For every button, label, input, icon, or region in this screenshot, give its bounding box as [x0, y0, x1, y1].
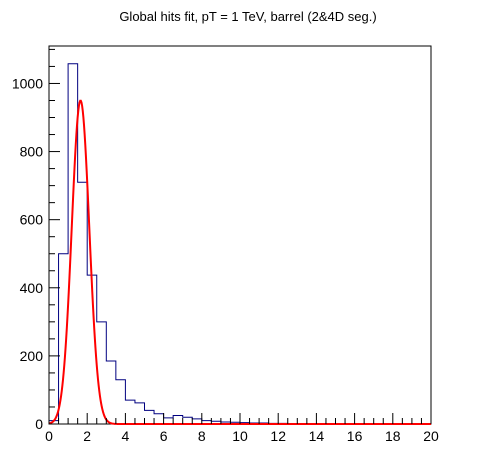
- x-tick-label: 4: [122, 428, 130, 444]
- histogram-bin: [154, 414, 164, 424]
- histogram-bin: [135, 403, 145, 424]
- x-tick-label: 18: [385, 428, 401, 444]
- histogram-bin: [116, 380, 126, 424]
- y-tick-label: 400: [20, 280, 44, 296]
- y-tick-label: 800: [20, 144, 44, 160]
- y-tick-label: 200: [20, 348, 44, 364]
- histogram-bin: [68, 64, 78, 424]
- histogram-bin: [106, 361, 116, 424]
- histogram-bin: [125, 400, 135, 424]
- plot-frame: [48, 45, 432, 425]
- x-tick-label: 14: [309, 428, 325, 444]
- x-tick-label: 8: [198, 428, 206, 444]
- fit-curve: [48, 99, 431, 425]
- y-tick-label: 0: [35, 416, 43, 432]
- x-tick-label: 16: [347, 428, 363, 444]
- histogram-bin: [173, 415, 183, 424]
- x-tick-label: 0: [45, 428, 53, 444]
- histogram-bin: [183, 417, 193, 424]
- y-tick-label: 600: [20, 212, 44, 228]
- x-tick-label: 12: [270, 428, 286, 444]
- histogram-outline: [48, 63, 431, 425]
- x-tick-label: 10: [232, 428, 248, 444]
- x-tick-label: 2: [83, 428, 91, 444]
- chart-title: Global hits fit, pT = 1 TeV, barrel (2&4…: [119, 9, 376, 24]
- histogram-bin: [145, 410, 155, 424]
- x-tick-label: 6: [160, 428, 168, 444]
- histogram-bin: [78, 182, 88, 424]
- y-tick-label: 1000: [12, 75, 43, 91]
- x-tick-label: 20: [423, 428, 439, 444]
